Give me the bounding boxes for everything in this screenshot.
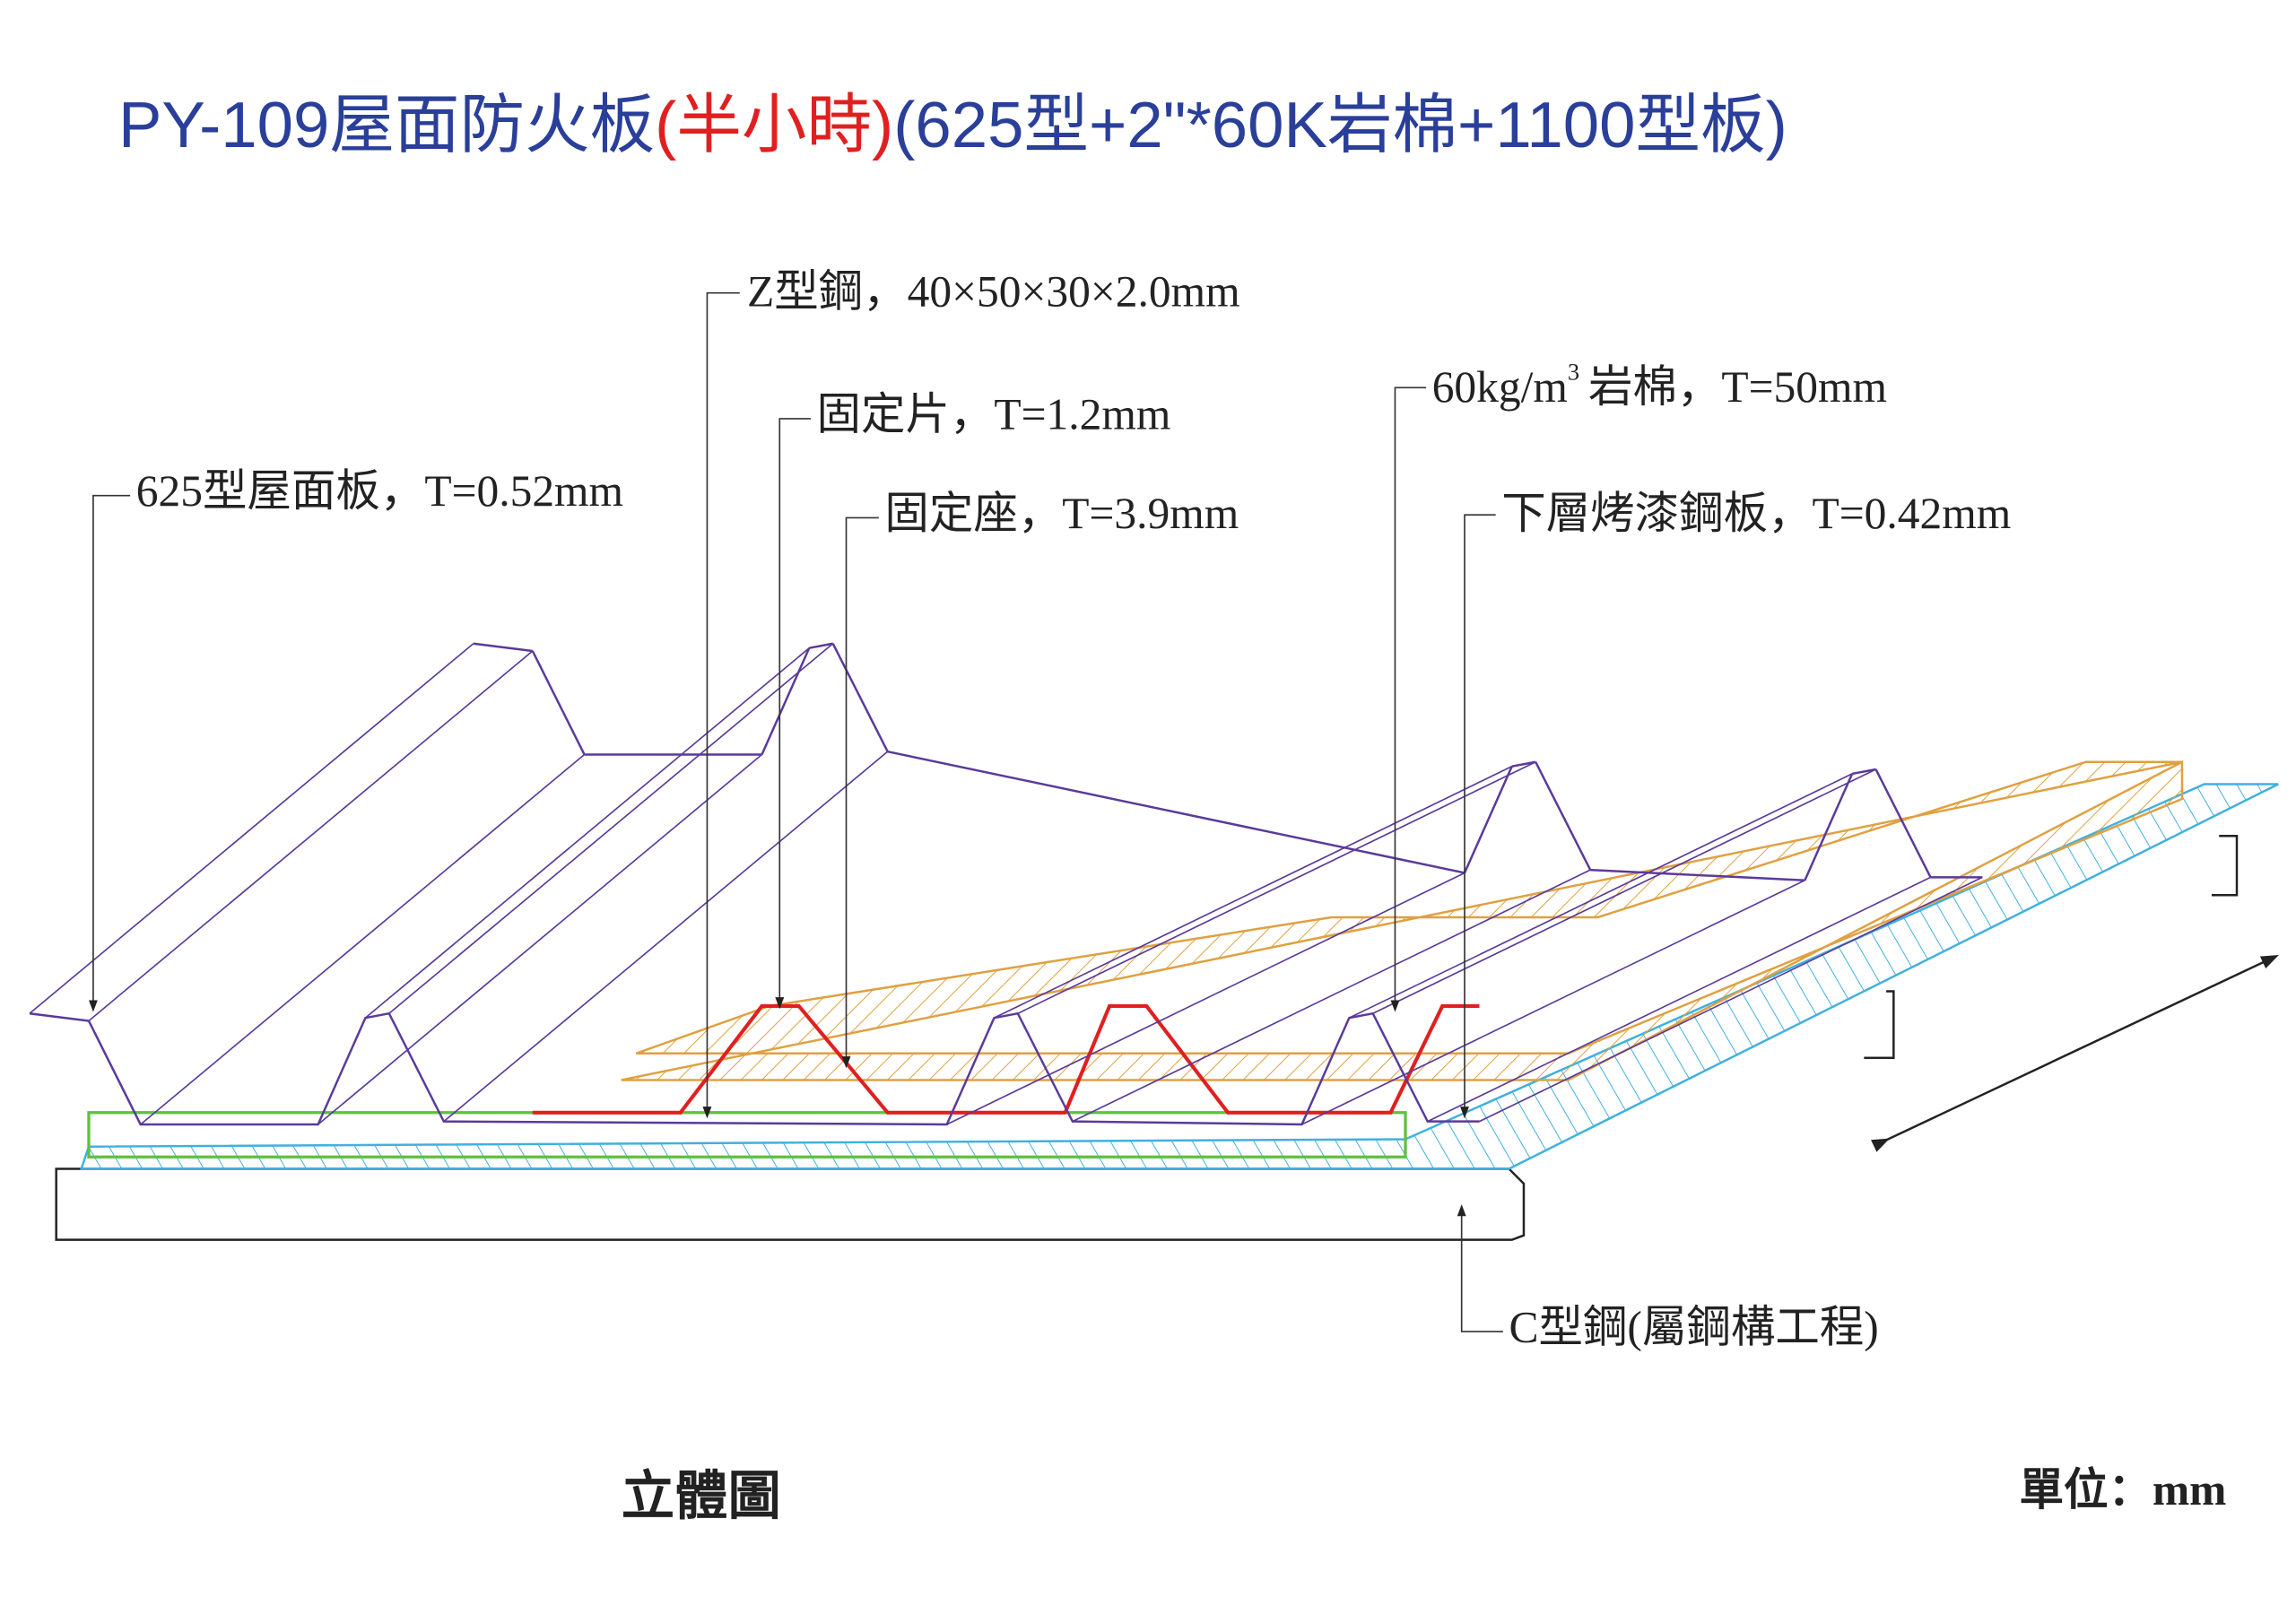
panel-line [1479,876,1983,1123]
panel-line [1851,768,1876,776]
panel-line [946,872,1465,1125]
c-steel [55,834,2239,1241]
panel-line [140,753,586,1125]
title-highlight: (半小時) [655,89,893,161]
leader-lines [88,291,1503,1332]
title-prefix: PY-109屋面防火板 [118,89,655,161]
label: C型鋼(屬鋼構工程) [1509,1302,1878,1351]
panel-line [1301,879,1805,1125]
label: 下層烤漆鋼板，T=0.42mm [1501,489,2011,538]
label: 固定片，T=1.2mm [817,389,1171,438]
panel-line [443,751,889,1123]
panel-line [887,750,1465,874]
label: Z型鋼，40×50×30×2.0mm [747,266,1240,316]
panel-line [317,753,763,1125]
panel-line [1072,869,1591,1123]
panel-line [1804,773,1854,881]
panel-line [1463,766,1513,873]
label: 625型屋面板，T=0.52mm [136,466,623,516]
clip [532,1003,1480,1115]
view-label: 立體圖 [622,1466,781,1525]
panel-line [88,650,534,1022]
unit-label: 單位：mm [2020,1465,2227,1515]
panel-line [29,643,474,1014]
panel-line [1590,868,1805,881]
panel-line [761,647,811,755]
label: 固定座，T=3.9mm [884,489,1239,538]
panel-line [531,650,586,756]
label-part: 岩棉，T=50mm [1588,363,1887,412]
panel-line [29,1011,1480,1126]
label-part: 60kg/m [1432,363,1568,412]
panel-line [831,643,889,752]
panel-line [1348,773,1853,1019]
panel-line [1427,876,1931,1123]
panel-line [473,642,533,653]
label: 60kg/m3 岩棉，T=50mm [1432,358,1887,412]
panel-line [994,765,1513,1019]
panel-line [1874,768,1932,878]
length-arrow [1871,954,2279,1152]
panel-line [809,642,833,649]
title-suffix: (625型+2"*60K岩棉+1100型板) [893,89,1787,161]
panel-line [1372,768,1876,1014]
panel-line [364,647,810,1019]
panel-line [388,643,834,1014]
z-steel [87,1111,1407,1159]
panel-line [1511,760,1536,768]
panel-line [1535,761,1592,871]
panel-line [1017,760,1536,1014]
rockwool [621,759,2184,1081]
roof-panel [29,642,1983,1126]
label-sup: 3 [1568,358,1579,385]
title: PY-109屋面防火板(半小時)(625型+2"*60K岩棉+1100型板) [118,89,1787,161]
